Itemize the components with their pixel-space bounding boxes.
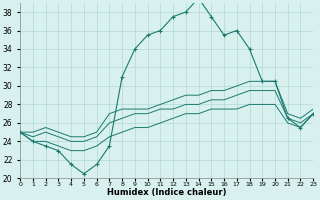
X-axis label: Humidex (Indice chaleur): Humidex (Indice chaleur) [107, 188, 227, 197]
